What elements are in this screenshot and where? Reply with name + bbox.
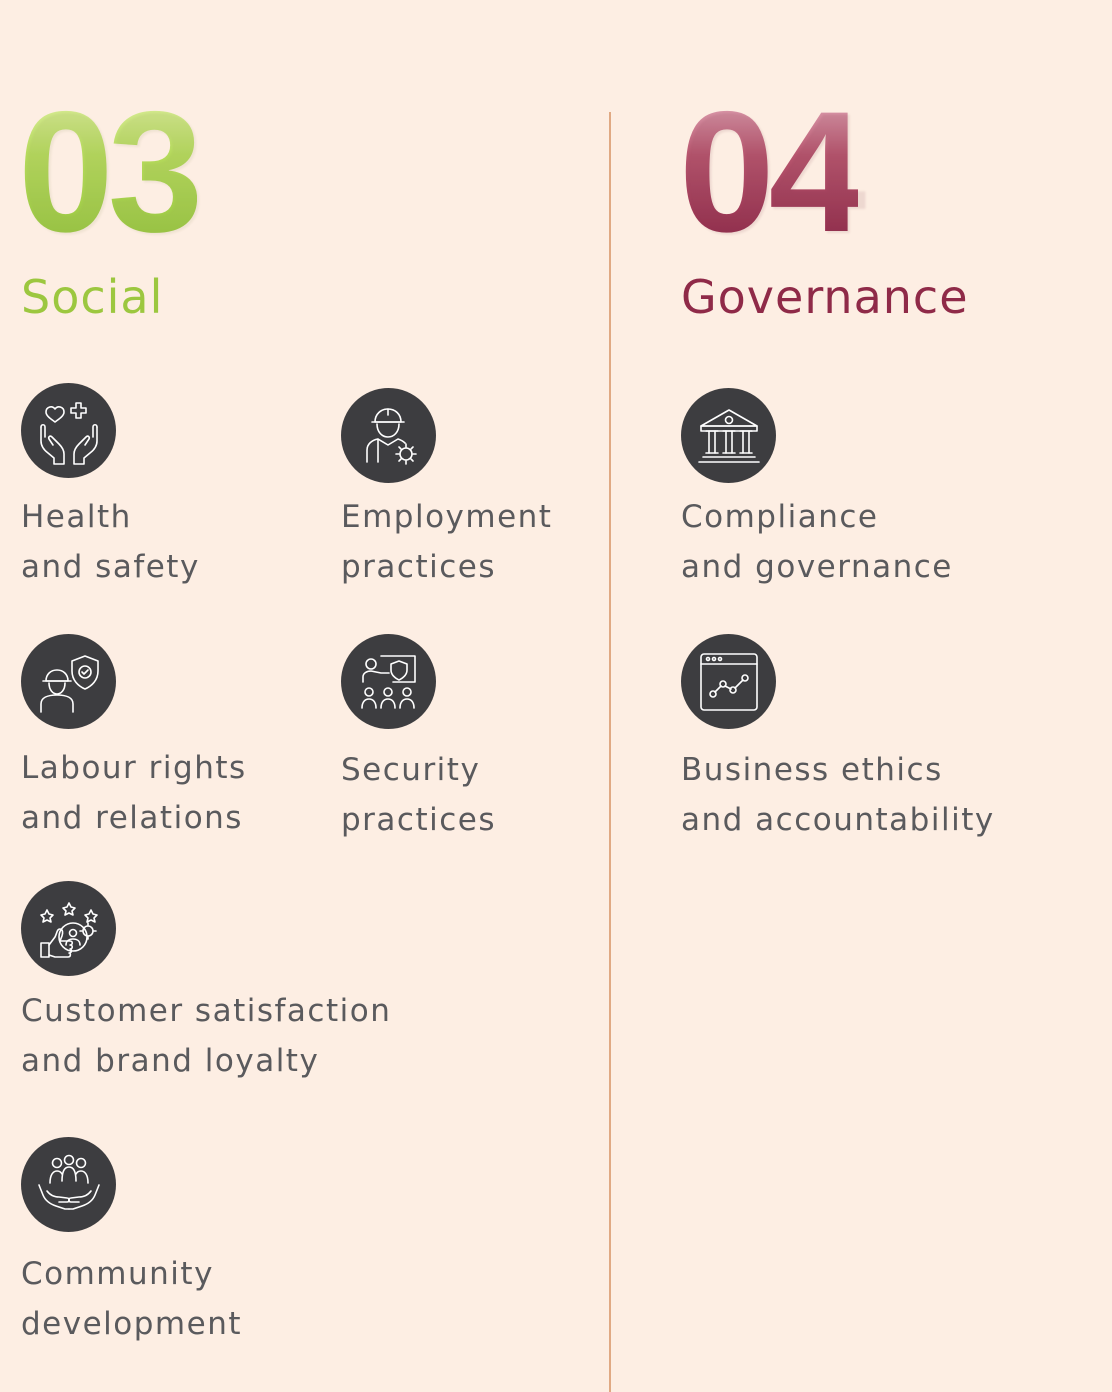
item-health-safety: Health and safety — [21, 383, 200, 592]
governance-section-title: Governance — [681, 270, 969, 324]
hands-heart-cross-icon — [21, 383, 116, 478]
item-employment-practices: Employment practices — [341, 388, 552, 592]
item-label: Employment practices — [341, 499, 553, 585]
item-compliance-governance: Compliance and governance — [681, 388, 953, 592]
item-label: Compliance and governance — [681, 499, 953, 585]
social-section-number: 03 — [18, 76, 203, 268]
worker-gear-icon — [341, 388, 436, 483]
item-label: Security practices — [341, 752, 496, 838]
social-section-title: Social — [21, 270, 164, 324]
hands-people-icon — [21, 1137, 116, 1232]
item-label: Labour rights and relations — [21, 750, 247, 836]
item-customer-satisfaction: Customer satisfaction and brand loyalty — [21, 881, 391, 1086]
item-label: Business ethics and accountability — [681, 752, 995, 838]
item-community-development: Community development — [21, 1137, 242, 1349]
governance-section-number: 04 — [679, 76, 864, 268]
item-business-ethics: Business ethics and accountability — [681, 634, 995, 845]
column-divider — [609, 112, 611, 1392]
thumbs-up-stars-icon — [21, 881, 116, 976]
item-label: Customer satisfaction and brand loyalty — [21, 993, 392, 1079]
item-labour-rights: Labour rights and relations — [21, 634, 247, 843]
institution-building-icon — [681, 388, 776, 483]
item-label: Community development — [21, 1256, 242, 1342]
item-label: Health and safety — [21, 499, 200, 585]
presentation-group-icon — [341, 634, 436, 729]
item-security-practices: Security practices — [341, 634, 496, 845]
worker-shield-icon — [21, 634, 116, 729]
line-chart-window-icon — [681, 634, 776, 729]
